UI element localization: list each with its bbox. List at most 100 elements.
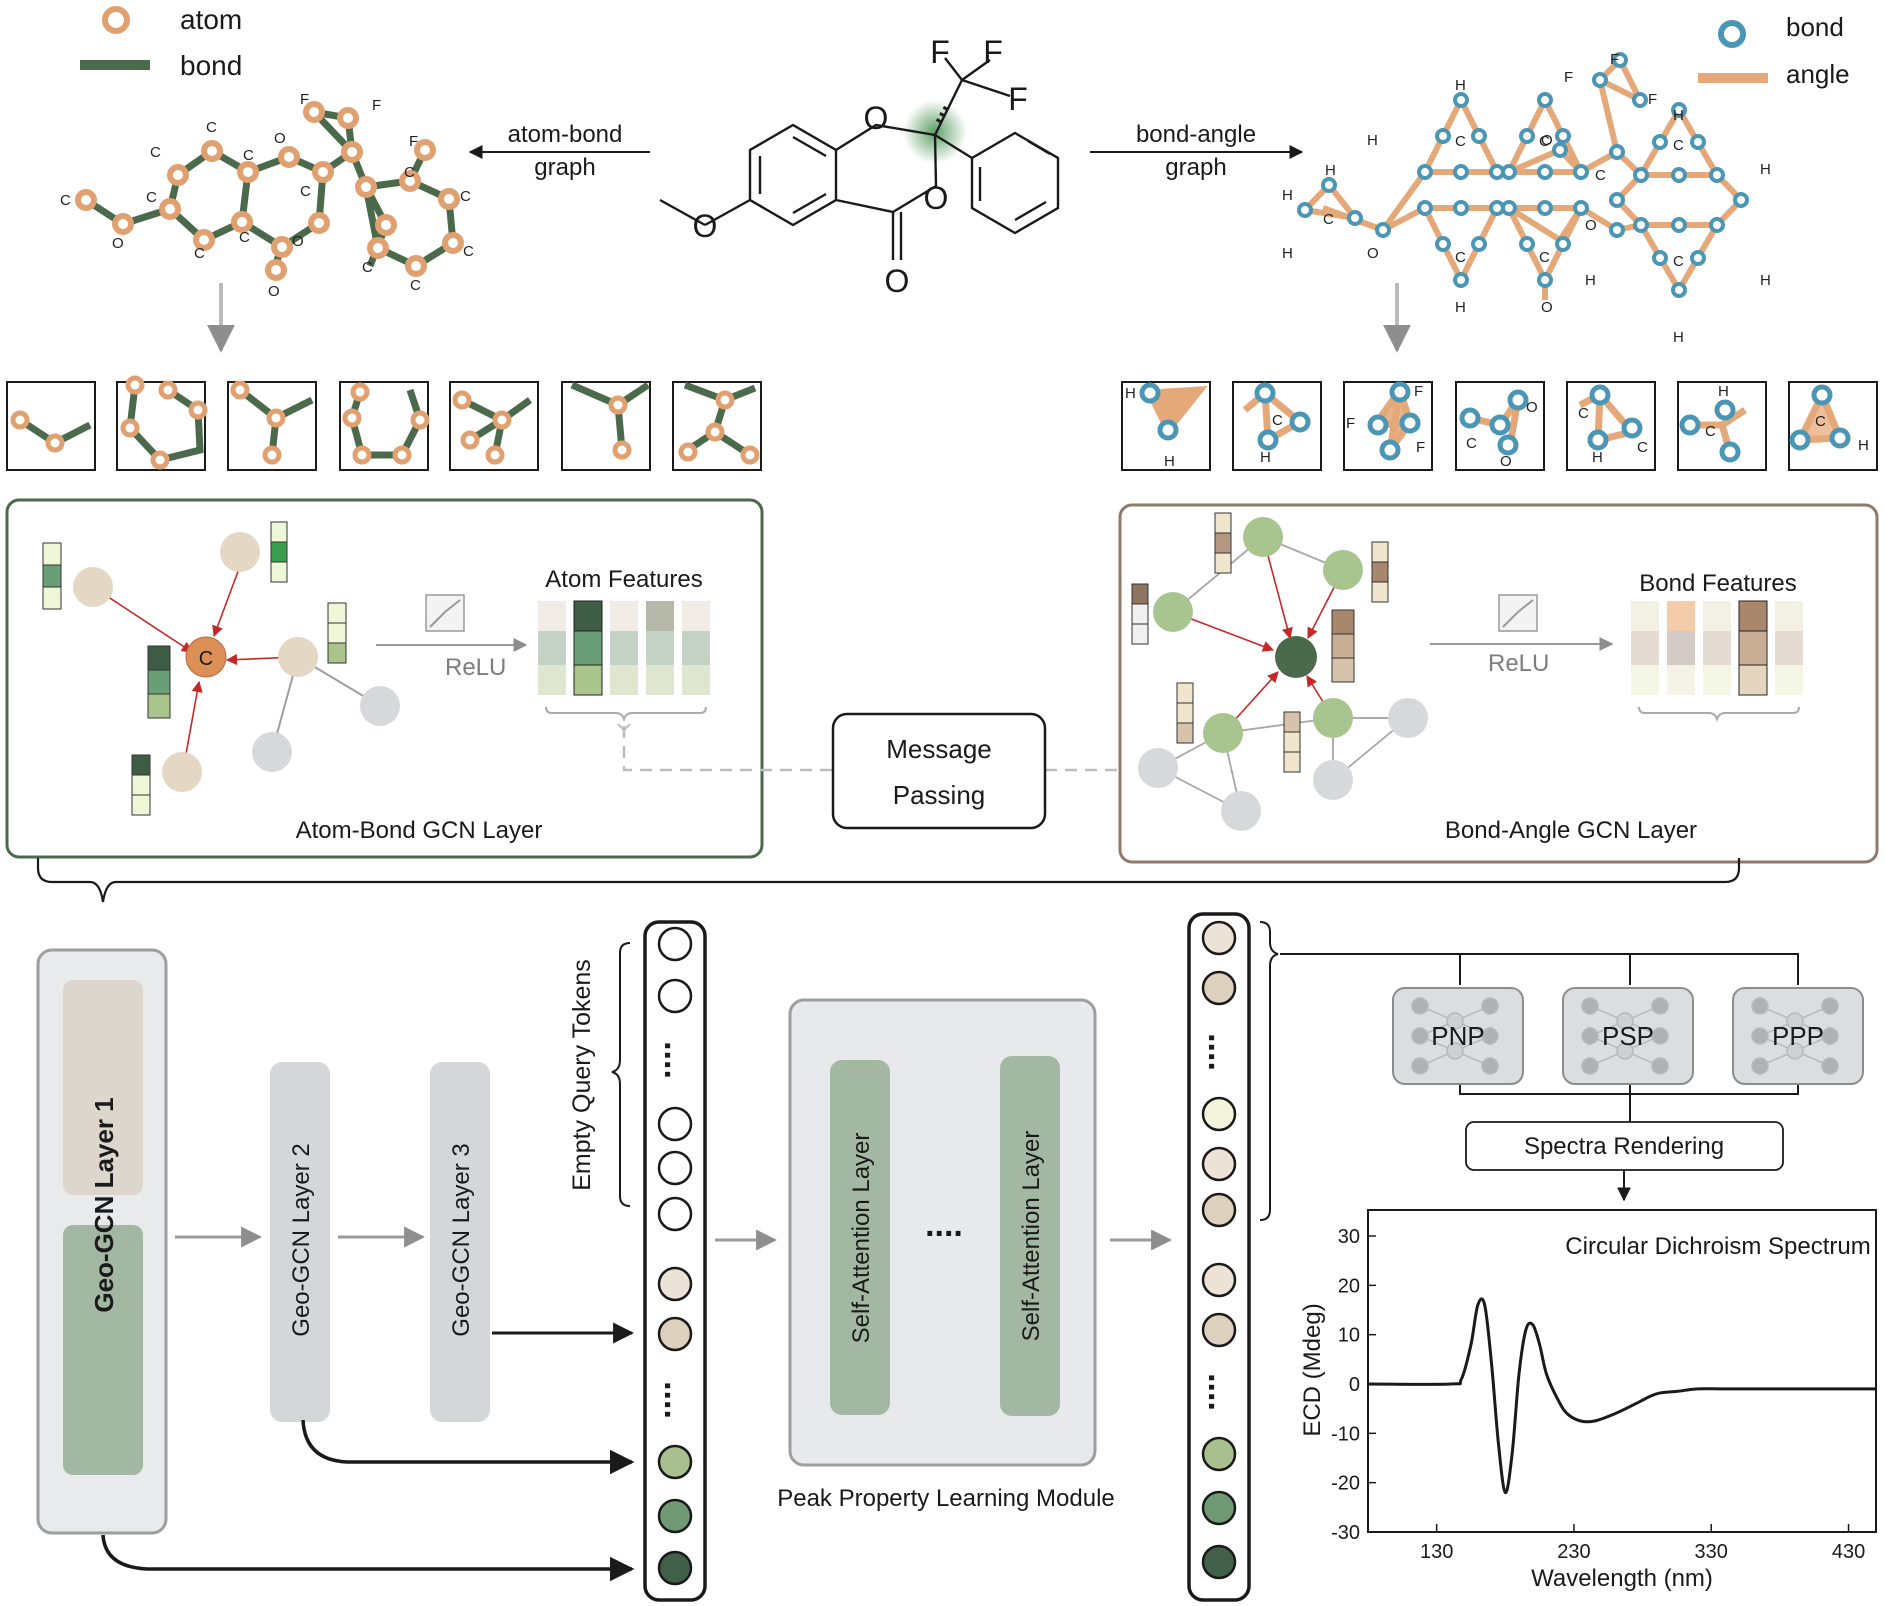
- feature-vector: [1283, 711, 1301, 773]
- empty-tokens-brace: [611, 942, 631, 1207]
- svg-text:H: H: [1585, 272, 1596, 289]
- peak-property-module: Self-Attention Layer Self-Attention Laye…: [777, 998, 1115, 1512]
- relu-icon: [425, 594, 465, 632]
- svg-text:graph: graph: [534, 154, 595, 181]
- empty-query-tokens-label: Empty Query Tokens: [568, 959, 596, 1191]
- subgraph-tile: F F F: [1343, 381, 1433, 471]
- cd-spectrum-chart: Circular Dichroism Spectrum ECD (Mdeg) W…: [1299, 1209, 1877, 1592]
- down-arrows-top: [207, 283, 1411, 353]
- atom-bond-letters: C O C C C C O C C O O C F F F C C C C C: [60, 91, 474, 300]
- self-attention-label: Self-Attention Layer: [1018, 1131, 1045, 1342]
- svg-text:C: C: [1323, 211, 1334, 228]
- svg-text:C: C: [1595, 167, 1606, 184]
- svg-text:F: F: [983, 34, 1003, 70]
- legend-right-angle-label: angle: [1786, 59, 1850, 89]
- svg-text:F: F: [1564, 69, 1573, 86]
- feature-vector: [1371, 541, 1389, 603]
- center-atom-node: [185, 636, 227, 678]
- svg-text:C: C: [1539, 133, 1550, 150]
- svg-text:H: H: [1592, 449, 1603, 466]
- bond-legend-icon-right: [1718, 20, 1746, 48]
- svg-text:C: C: [300, 183, 311, 200]
- svg-text:O: O: [1526, 399, 1538, 416]
- svg-text:C: C: [463, 243, 474, 260]
- svg-text:H: H: [1673, 329, 1684, 346]
- geo-gcn-layer-3: Geo-GCN Layer 3: [430, 1062, 490, 1422]
- svg-text:H: H: [1164, 453, 1175, 470]
- svg-text:C: C: [146, 189, 157, 206]
- bond-angle-letters: H H H H H H H H H H H O O O O F F F C C …: [1282, 51, 1771, 346]
- legend-right: bond angle: [1698, 12, 1850, 89]
- subgraph-tile: [339, 381, 430, 471]
- relu-icon: [1498, 594, 1538, 632]
- feature-vector: [327, 602, 347, 664]
- svg-text:O: O: [885, 263, 910, 299]
- svg-text:O: O: [112, 235, 124, 252]
- legend-left: atom bond: [80, 4, 242, 81]
- svg-text:C: C: [1272, 412, 1283, 429]
- svg-text:graph: graph: [1165, 154, 1226, 181]
- legend-right-bond-label: bond: [1786, 12, 1844, 42]
- y-tick-label: -20: [1331, 1473, 1360, 1495]
- subgraph-tile: C H C: [1566, 381, 1656, 471]
- svg-text:C: C: [1455, 249, 1466, 266]
- atom-bond-gcn-title: Atom-Bond GCN Layer: [296, 817, 543, 844]
- svg-text:H: H: [1455, 299, 1466, 316]
- svg-text:C: C: [1705, 423, 1716, 440]
- message-passing-box: Message Passing: [617, 712, 1723, 830]
- svg-text:H: H: [1260, 449, 1271, 466]
- bond-angle-nodes: [1297, 52, 1749, 298]
- self-attention-label: Self-Attention Layer: [848, 1133, 875, 1344]
- y-tick-label: -30: [1331, 1522, 1360, 1544]
- head-psp: PSP: [1562, 987, 1694, 1085]
- spectra-rendering-label: Spectra Rendering: [1524, 1133, 1724, 1160]
- bond-angle-arrow: bond-angle graph: [1090, 121, 1304, 181]
- svg-text:F: F: [372, 97, 381, 114]
- y-tick-label: 20: [1338, 1275, 1360, 1297]
- svg-text:O: O: [1500, 453, 1512, 470]
- svg-text:C: C: [1815, 413, 1826, 430]
- x-tick-label: 330: [1695, 1541, 1728, 1563]
- svg-text:F: F: [1610, 51, 1619, 68]
- svg-text:C: C: [194, 245, 205, 262]
- feature-vector: [1176, 682, 1194, 744]
- svg-text:O: O: [274, 130, 286, 147]
- svg-text:O: O: [693, 208, 718, 244]
- center-bond-node: [1275, 636, 1317, 678]
- token-ellipsis: ....: [1201, 1033, 1239, 1071]
- message-passing-line1: Message: [886, 734, 992, 764]
- spectra-rendering-box: Spectra Rendering: [1465, 1121, 1784, 1171]
- bond-features-label: Bond Features: [1639, 570, 1796, 597]
- svg-text:C: C: [1637, 439, 1648, 456]
- geo-layer-2-label: Geo-GCN Layer 2: [288, 1143, 315, 1336]
- head-connectors: [1280, 953, 1799, 1202]
- subgraph-tile: CH: [1232, 381, 1322, 471]
- svg-text:H: H: [1125, 385, 1136, 402]
- svg-text:C: C: [1578, 405, 1589, 422]
- svg-text:C: C: [206, 119, 217, 136]
- feature-vector: [270, 521, 288, 583]
- svg-text:C: C: [1539, 249, 1550, 266]
- center-atom-label: C: [199, 648, 213, 670]
- svg-text:F: F: [1648, 91, 1657, 108]
- atom-features-matrix: [538, 600, 710, 696]
- x-tick-label: 230: [1557, 1541, 1590, 1563]
- subgraph-tile: O C O: [1455, 381, 1545, 471]
- svg-text:C: C: [460, 188, 471, 205]
- brace-gcn-to-layer1: [36, 858, 1741, 903]
- atom-bond-graph: [84, 106, 457, 270]
- legend-atom-label: atom: [180, 4, 242, 35]
- geo-gcn-layer-2: Geo-GCN Layer 2: [270, 1062, 330, 1422]
- subgraph-tile: [227, 380, 317, 471]
- subgraph-tile: HH: [1121, 381, 1211, 471]
- svg-text:F: F: [1414, 383, 1423, 400]
- svg-text:O: O: [1585, 217, 1597, 234]
- molecule-structure: [659, 57, 1060, 260]
- feature-vector: [1131, 583, 1149, 645]
- output-tokens-brace: [1259, 921, 1279, 1221]
- legend-bond-label: bond: [180, 50, 242, 81]
- molecule-letters: O O O O F F F: [693, 34, 1028, 299]
- y-tick-label: -10: [1331, 1423, 1360, 1445]
- atom-bond-gcn-panel: C ReLU Atom Features: [5, 498, 764, 859]
